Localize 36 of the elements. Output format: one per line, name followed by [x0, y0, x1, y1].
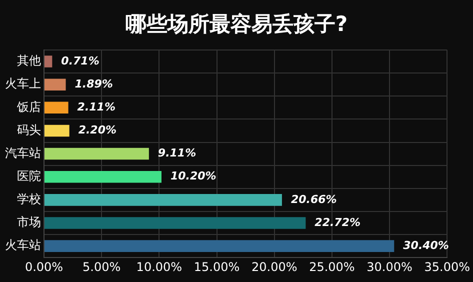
y-tick-label: 饭店 — [16, 100, 41, 114]
bar — [44, 194, 282, 206]
data-label: 2.20% — [78, 124, 117, 137]
x-tick-label: 25.00% — [309, 260, 355, 274]
data-label: 20.66% — [290, 192, 337, 206]
x-tick-label: 20.00% — [251, 260, 298, 274]
y-tick-label: 码头 — [17, 122, 41, 137]
x-tick-label: 35.00% — [424, 260, 470, 274]
y-tick-label: 医院 — [17, 168, 41, 183]
data-label: 10.20% — [170, 170, 216, 183]
bar — [44, 78, 66, 90]
bar — [44, 170, 162, 183]
bar — [44, 56, 52, 68]
x-tick-label: 10.00% — [136, 260, 182, 274]
y-tick-label: 其他 — [17, 54, 41, 68]
bar — [44, 148, 149, 160]
x-tick-label: 5.00% — [82, 260, 121, 274]
y-tick-label: 学校 — [17, 192, 41, 206]
bar — [44, 240, 394, 252]
data-label: 9.11% — [158, 146, 196, 160]
x-tick-label: 0.00% — [24, 260, 64, 274]
y-tick-label: 汽车站 — [5, 146, 41, 160]
y-tick-label: 市场 — [17, 215, 41, 230]
data-label: 30.40% — [403, 238, 449, 252]
data-label: 22.72% — [314, 216, 361, 229]
data-label: 0.71% — [61, 54, 100, 68]
y-tick-label: 火车上 — [5, 76, 41, 91]
bar — [44, 217, 306, 229]
data-label: 1.89% — [74, 77, 113, 90]
bar — [44, 124, 70, 137]
data-label: 2.11% — [77, 100, 116, 114]
x-tick-label: 15.00% — [194, 260, 240, 274]
y-tick-label: 火车站 — [5, 238, 41, 252]
chart-title: 哪些场所最容易丢孩子? — [124, 11, 349, 38]
x-tick-label: 30.00% — [366, 260, 412, 274]
bar — [44, 102, 68, 114]
